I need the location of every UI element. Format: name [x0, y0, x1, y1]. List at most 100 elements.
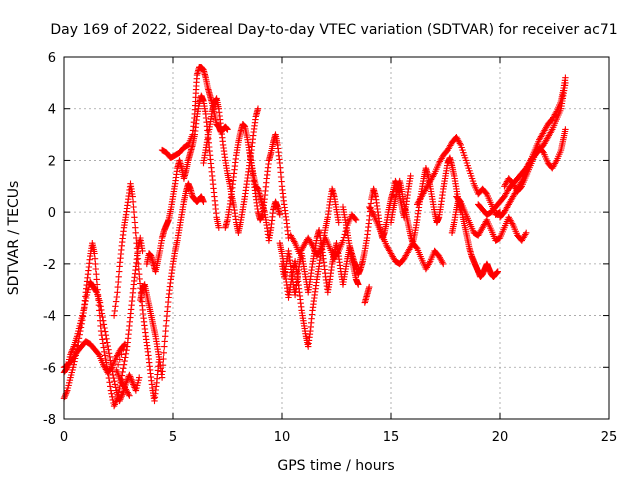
data-point	[254, 105, 262, 112]
data-track-1	[60, 278, 143, 405]
data-point	[75, 338, 82, 346]
data-point	[523, 229, 530, 236]
data-point	[121, 357, 128, 365]
data-point	[369, 210, 376, 217]
data-point	[111, 378, 118, 385]
y-tick-label: -8	[43, 413, 56, 428]
data-point	[100, 321, 108, 328]
data-point	[78, 320, 85, 327]
x-tick-label: 25	[601, 430, 618, 445]
data-point	[116, 356, 123, 363]
data-point	[109, 393, 116, 400]
data-point	[456, 140, 464, 147]
data-point	[159, 368, 166, 375]
data-point	[440, 260, 447, 268]
data-point	[120, 346, 127, 353]
data-point	[352, 215, 359, 223]
data-point	[119, 368, 126, 376]
data-point	[70, 361, 77, 368]
y-tick-label: 4	[48, 103, 56, 118]
data-point	[112, 398, 120, 405]
data-point	[111, 381, 119, 388]
data-track-3	[60, 338, 133, 399]
data-point	[105, 374, 113, 382]
chart-title: Day 169 of 2022, Sidereal Day-to-day VTE…	[50, 22, 617, 38]
data-track-23	[501, 126, 569, 195]
y-tick-label: 6	[48, 51, 56, 66]
data-point	[112, 384, 119, 391]
data-point	[105, 350, 113, 357]
data-point	[494, 268, 501, 275]
data-point	[160, 349, 167, 356]
data-point	[136, 374, 143, 381]
data-point	[117, 396, 124, 403]
data-point	[352, 216, 360, 224]
data-point	[125, 391, 132, 398]
data-point	[114, 392, 122, 399]
data-track-15	[361, 283, 373, 306]
data-point	[160, 355, 167, 363]
data-point	[114, 395, 121, 402]
data-track-16	[366, 203, 447, 273]
data-point	[101, 352, 109, 359]
data-point	[79, 313, 87, 320]
data-point	[126, 373, 134, 380]
data-track-22	[496, 74, 569, 221]
y-tick-label: 0	[48, 206, 56, 221]
data-point	[62, 392, 69, 399]
data-track-8	[200, 95, 262, 236]
x-tick-label: 20	[492, 430, 509, 445]
data-point	[106, 353, 113, 361]
data-point	[112, 303, 119, 310]
data-point	[100, 344, 107, 351]
data-point	[116, 385, 123, 393]
data-point	[99, 340, 107, 347]
data-point	[98, 332, 105, 339]
x-tick-label: 0	[60, 430, 68, 445]
data-point	[112, 298, 120, 305]
data-points	[60, 64, 569, 410]
data-track-5	[137, 180, 207, 381]
data-point	[110, 312, 118, 319]
data-point	[99, 336, 106, 343]
data-point	[99, 313, 106, 321]
data-point	[107, 383, 114, 390]
data-point	[111, 307, 118, 315]
data-point	[426, 259, 433, 266]
data-point	[130, 381, 137, 388]
data-point	[339, 237, 347, 244]
data-track-10	[246, 146, 283, 244]
data-point	[276, 211, 283, 218]
data-point	[105, 346, 112, 353]
data-point	[79, 317, 86, 324]
y-tick-labels: -8 -6 -4 -2 0 2 4 6	[43, 51, 56, 428]
data-point	[120, 361, 128, 368]
x-tick-label: 10	[274, 430, 291, 445]
data-point	[126, 392, 133, 399]
data-point	[121, 340, 129, 348]
data-point	[114, 361, 122, 368]
data-point	[366, 283, 373, 291]
data-point	[118, 393, 125, 400]
y-tick-label: -2	[43, 258, 56, 273]
plot-frame	[63, 56, 610, 420]
data-point	[104, 342, 111, 350]
data-point	[101, 324, 108, 332]
x-axis-label: GPS time / hours	[277, 458, 394, 474]
data-point	[139, 247, 146, 255]
x-tick-label: 5	[169, 430, 177, 445]
data-point	[123, 347, 130, 354]
y-axis-label: SDTVAR / TECUs	[6, 181, 22, 296]
data-track-20	[453, 193, 530, 244]
data-track-18	[414, 134, 504, 218]
y-tick-label: 2	[48, 154, 56, 169]
data-point	[407, 172, 414, 180]
x-tick-label: 15	[383, 430, 400, 445]
data-track-4	[110, 180, 162, 405]
y-tick-label: -6	[43, 361, 56, 376]
axis-ticks	[63, 56, 610, 420]
data-point	[108, 390, 115, 397]
data-point	[158, 374, 166, 381]
data-point	[107, 387, 115, 394]
